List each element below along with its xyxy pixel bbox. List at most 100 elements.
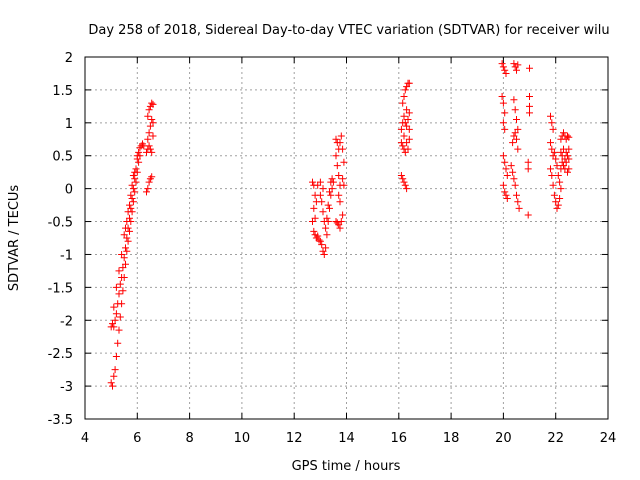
data-point bbox=[499, 152, 507, 160]
chart-title: Day 258 of 2018, Sidereal Day-to-day VTE… bbox=[88, 23, 609, 38]
data-point bbox=[405, 109, 413, 117]
data-point bbox=[507, 162, 515, 170]
data-point bbox=[511, 106, 519, 114]
data-point bbox=[118, 300, 126, 308]
data-point bbox=[549, 181, 557, 189]
data-point bbox=[399, 175, 407, 183]
data-point bbox=[115, 326, 123, 334]
data-point bbox=[498, 60, 506, 68]
data-point bbox=[109, 382, 116, 390]
data-point bbox=[115, 290, 123, 298]
data-point bbox=[332, 152, 340, 160]
data-point bbox=[547, 165, 554, 173]
data-point bbox=[129, 198, 137, 206]
data-point bbox=[502, 165, 510, 173]
x-tick-label: 8 bbox=[185, 431, 193, 446]
data-point bbox=[316, 191, 324, 199]
data-point bbox=[524, 211, 532, 219]
data-point bbox=[405, 79, 413, 87]
data-point bbox=[397, 172, 405, 179]
x-tick-label: 16 bbox=[391, 431, 408, 446]
data-point bbox=[111, 316, 119, 324]
data-point bbox=[514, 61, 522, 69]
data-point bbox=[149, 100, 157, 108]
data-point bbox=[126, 201, 133, 209]
x-tick-label: 10 bbox=[234, 431, 251, 446]
data-point bbox=[565, 165, 573, 173]
data-point bbox=[502, 191, 510, 199]
data-point bbox=[501, 125, 509, 133]
data-points bbox=[107, 60, 573, 390]
data-point bbox=[335, 172, 343, 179]
y-tick-label: 0.5 bbox=[52, 150, 73, 165]
data-point bbox=[144, 185, 152, 193]
data-point bbox=[310, 204, 318, 212]
y-tick-label: -2.5 bbox=[48, 347, 73, 362]
data-point bbox=[326, 204, 333, 212]
data-point bbox=[337, 218, 345, 225]
data-point bbox=[340, 158, 348, 166]
data-point bbox=[143, 188, 150, 196]
data-point bbox=[124, 208, 132, 216]
data-point bbox=[148, 173, 156, 181]
data-point bbox=[526, 102, 533, 110]
data-point bbox=[144, 112, 152, 120]
data-point bbox=[509, 168, 517, 176]
data-point bbox=[397, 125, 405, 133]
data-point bbox=[120, 231, 128, 239]
data-point bbox=[399, 142, 407, 150]
data-point bbox=[110, 303, 118, 311]
data-point bbox=[310, 227, 318, 235]
data-point bbox=[326, 188, 333, 196]
data-point bbox=[550, 191, 558, 199]
tick-labels: 4 6 8 10 12 14 16 18 20 22 24-3.5-3-2.5-2-1.5-1-0.… bbox=[48, 51, 617, 446]
data-point bbox=[320, 251, 328, 258]
data-point bbox=[124, 237, 132, 245]
data-point bbox=[148, 99, 156, 107]
data-point bbox=[318, 241, 326, 249]
data-point bbox=[335, 191, 343, 199]
data-point bbox=[400, 132, 408, 140]
data-point bbox=[129, 185, 137, 193]
x-tick-label: 4 bbox=[81, 431, 89, 446]
data-point bbox=[132, 165, 140, 173]
data-point bbox=[499, 99, 507, 107]
data-point bbox=[511, 181, 519, 189]
data-point bbox=[133, 152, 141, 160]
data-point bbox=[403, 185, 411, 193]
data-point bbox=[548, 172, 556, 179]
y-tick-label: 1 bbox=[65, 117, 73, 132]
data-point bbox=[547, 112, 554, 120]
data-point bbox=[120, 274, 128, 281]
data-point bbox=[511, 129, 519, 137]
data-point bbox=[319, 185, 327, 193]
y-tick-label: -1.5 bbox=[48, 281, 73, 296]
data-point bbox=[118, 251, 126, 258]
x-tick-label: 18 bbox=[443, 431, 460, 446]
data-point bbox=[503, 195, 511, 202]
data-point bbox=[110, 323, 118, 331]
y-tick-label: -0.5 bbox=[48, 216, 73, 231]
data-point bbox=[332, 135, 340, 143]
data-point bbox=[111, 366, 119, 374]
data-point bbox=[339, 145, 347, 153]
axis-ticks bbox=[84, 56, 609, 420]
data-point bbox=[112, 353, 120, 360]
data-point bbox=[404, 116, 412, 123]
data-point bbox=[514, 145, 522, 153]
data-point bbox=[501, 66, 509, 74]
data-point bbox=[556, 195, 564, 202]
data-point bbox=[123, 247, 131, 255]
data-point bbox=[316, 178, 324, 186]
data-point bbox=[309, 178, 316, 186]
data-point bbox=[336, 139, 344, 147]
data-point bbox=[553, 204, 561, 212]
data-point bbox=[564, 132, 571, 140]
data-point bbox=[314, 232, 322, 240]
data-point bbox=[322, 244, 330, 252]
y-tick-label: -2 bbox=[60, 314, 73, 329]
data-point bbox=[400, 93, 408, 100]
data-point bbox=[126, 227, 133, 235]
data-point bbox=[400, 112, 408, 120]
data-point bbox=[129, 172, 137, 179]
